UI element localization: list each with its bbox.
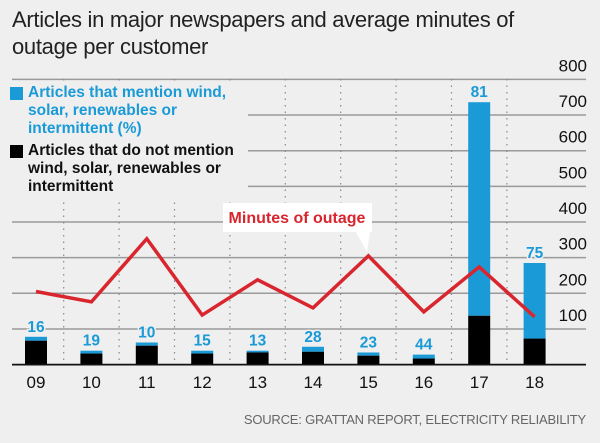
bar-data-label: 28 [304,329,322,346]
bar-mention [302,346,324,352]
bar-mention [523,262,546,339]
x-tick-label: 15 [359,373,378,392]
bar-mention [246,350,269,353]
bar-data-label: 16 [27,319,45,336]
legend-label-no-mention: Articles that do not mention wind, solar… [28,142,234,195]
bar-mention [412,354,435,359]
bar-mention [191,350,214,354]
x-tick-label: 17 [470,373,489,392]
bar-no-mention [412,358,435,365]
bar-data-label: 23 [360,334,378,351]
bar-mention [357,352,380,356]
legend-item-no-mention: Articles that do not mention wind, solar… [10,142,248,196]
x-tick-label: 11 [138,373,156,392]
y-tick-label: 100 [559,306,587,325]
bar-mention [25,336,47,341]
y-tick-label: 200 [559,270,587,289]
bar-data-label: 19 [83,333,101,350]
chart-source: SOURCE: GRATTAN REPORT, ELECTRICITY RELI… [243,412,586,427]
y-tick-label: 700 [559,92,587,111]
bar-no-mention [523,338,546,365]
y-tick-label: 600 [559,128,587,147]
bar-no-mention [468,315,491,365]
x-tick-label: 09 [27,373,46,392]
y-tick-label: 400 [559,199,587,218]
bar-no-mention [302,351,324,365]
bar-no-mention [191,353,214,365]
bar-data-label: 15 [194,333,212,350]
chart-title: Articles in major newspapers and average… [12,6,514,60]
x-tick-label: 14 [304,373,323,392]
x-tick-label: 18 [525,373,544,392]
bar-no-mention [246,352,269,365]
annotation-box [223,203,372,252]
bar-data-label: 44 [415,337,433,354]
y-tick-label: 800 [559,56,587,75]
bar-data-label: 10 [138,324,155,341]
legend-swatch-black [10,145,23,158]
bar-no-mention [25,340,47,365]
y-tick-label: 300 [559,235,587,254]
x-tick-label: 12 [193,373,212,392]
x-tick-label: 10 [82,373,101,392]
bar-no-mention [80,353,103,365]
bar-mention [135,342,158,346]
bar-mention [468,102,491,316]
chart-title-line-1: Articles in major newspapers and average… [12,7,514,32]
legend-item-mention: Articles that mention wind, solar, renew… [10,84,248,138]
chart-title-line-2: outage per customer [12,34,209,59]
bar-data-label: 13 [249,333,267,350]
bar-data-label: 81 [471,84,489,101]
outage-line [35,235,536,319]
bar-no-mention [357,355,380,365]
legend-label-mention: Articles that mention wind, solar, renew… [28,84,227,137]
chart-legend: Articles that mention wind, solar, renew… [10,84,248,200]
annotation-minutes-of-outage: Minutes of outage [229,210,366,227]
x-tick-label: 16 [414,373,433,392]
bar-mention [80,350,103,354]
legend-swatch-blue [10,87,23,100]
y-tick-label: 500 [559,163,587,182]
x-tick-label: 13 [248,373,267,392]
bar-no-mention [135,345,158,365]
bar-data-label: 75 [526,245,544,262]
